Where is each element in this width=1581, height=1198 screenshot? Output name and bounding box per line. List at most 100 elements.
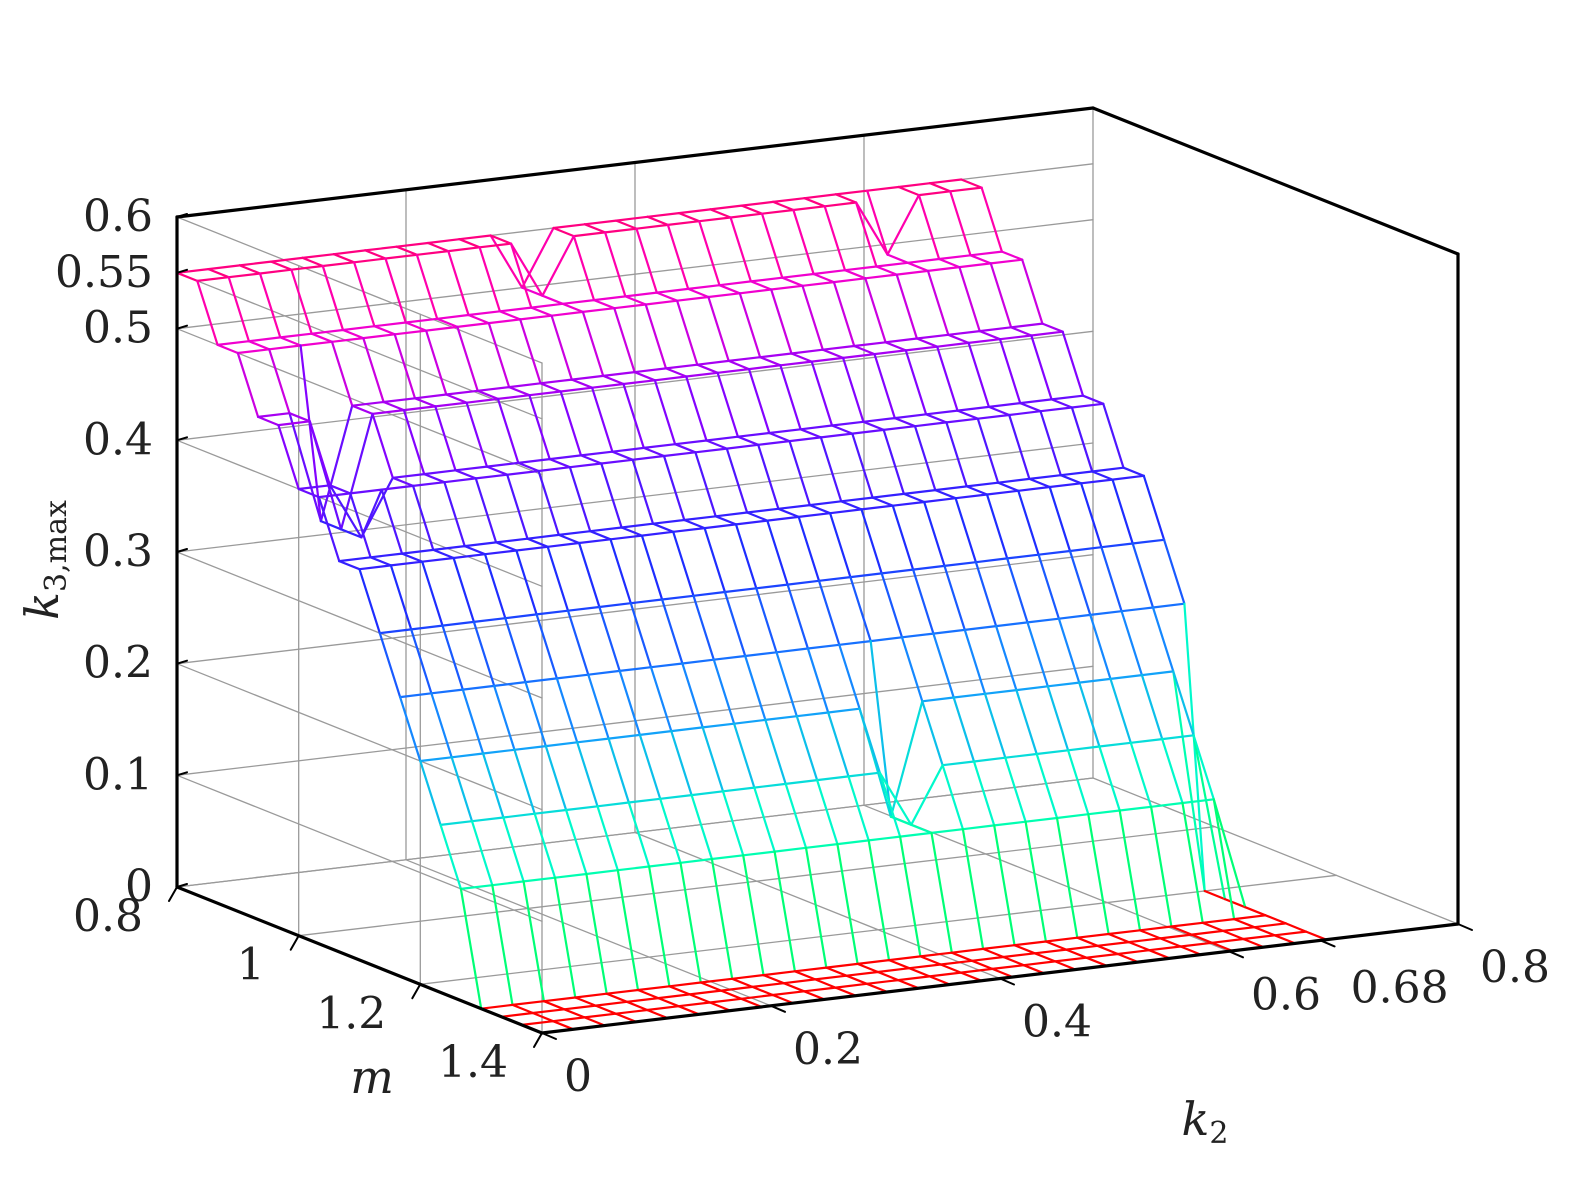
mesh-line-k2 bbox=[454, 465, 488, 472]
mesh-line-m bbox=[784, 782, 808, 849]
mesh-line-k2 bbox=[550, 310, 585, 317]
mesh-line-m bbox=[605, 992, 629, 1003]
mesh-line-k2 bbox=[911, 564, 946, 571]
mesh-line-m bbox=[1076, 936, 1099, 947]
mesh-line-k2 bbox=[419, 756, 453, 763]
mesh-line-m bbox=[1172, 670, 1195, 737]
mesh-line-m bbox=[853, 344, 876, 356]
mesh-line-k2 bbox=[786, 579, 821, 586]
mesh-line-m bbox=[640, 534, 664, 601]
mesh-line-m bbox=[764, 718, 787, 786]
mesh-line-m bbox=[413, 397, 437, 408]
mesh-line-m bbox=[779, 364, 802, 431]
mesh-line-m bbox=[642, 446, 666, 458]
mesh-line-k2 bbox=[646, 1005, 680, 1012]
mesh-line-k2 bbox=[1065, 944, 1099, 951]
mesh-line-m bbox=[994, 624, 1018, 692]
mesh-line-m bbox=[1190, 933, 1214, 944]
mesh-line-k2 bbox=[227, 272, 262, 279]
mesh-line-k2 bbox=[660, 594, 695, 601]
mesh-line-k2 bbox=[910, 764, 944, 826]
mesh-line-m bbox=[463, 544, 487, 556]
mesh-line-k2 bbox=[589, 526, 623, 533]
mesh-line-m bbox=[421, 560, 444, 627]
mesh-line-m bbox=[459, 887, 483, 1010]
mesh-line-k2 bbox=[719, 985, 754, 992]
mesh-line-m bbox=[1122, 466, 1145, 477]
mesh-line-m bbox=[1212, 798, 1236, 921]
mesh-line-m bbox=[1221, 929, 1245, 941]
mesh-line-m bbox=[489, 234, 513, 245]
mesh-line-k2 bbox=[482, 748, 516, 755]
mesh-line-k2 bbox=[548, 454, 583, 461]
mesh-line-k2 bbox=[467, 310, 501, 317]
mesh-line-k2 bbox=[542, 996, 577, 1003]
z-tick-mark bbox=[176, 659, 188, 665]
mesh-line-m bbox=[360, 488, 383, 539]
mesh-line-m bbox=[1140, 673, 1164, 741]
mesh-line-k2 bbox=[371, 409, 405, 415]
mesh-line-k2 bbox=[745, 507, 780, 514]
mesh-line-k2 bbox=[1170, 921, 1204, 928]
mesh-line-m bbox=[561, 302, 585, 313]
m-tick-label: 0.8 bbox=[73, 891, 143, 942]
mesh-line-m bbox=[887, 958, 911, 970]
mesh-line-m bbox=[738, 292, 762, 359]
mesh-line-k2 bbox=[963, 624, 998, 632]
mesh-line-k2 bbox=[332, 249, 367, 256]
mesh-line-k2 bbox=[797, 512, 832, 519]
mesh-line-m bbox=[891, 504, 915, 571]
k2-tick-label: 0.4 bbox=[1022, 997, 1092, 1048]
mesh-line-k2 bbox=[537, 466, 572, 473]
mesh-line-k2 bbox=[520, 1020, 555, 1027]
mesh-line-k2 bbox=[301, 253, 335, 259]
mesh-line-m bbox=[819, 436, 843, 503]
mesh-line-m bbox=[592, 299, 616, 310]
mesh-line-m bbox=[679, 861, 702, 984]
mesh-line-m bbox=[1015, 688, 1038, 756]
mesh-line-k2 bbox=[887, 955, 922, 962]
mesh-line-m bbox=[1129, 741, 1153, 808]
mesh-line-k2 bbox=[801, 281, 836, 287]
mesh-line-m bbox=[709, 208, 732, 219]
mesh-line-m bbox=[965, 485, 989, 496]
mesh-line-m bbox=[854, 201, 878, 268]
mesh-line-k2 bbox=[487, 318, 522, 325]
mesh-line-m bbox=[589, 530, 612, 541]
mesh-line-k2 bbox=[349, 488, 383, 495]
mesh-line-m bbox=[1161, 737, 1184, 805]
mesh-line-k2 bbox=[236, 348, 271, 355]
k2-tick-label: 0.8 bbox=[1480, 942, 1550, 993]
mesh-line-k2 bbox=[945, 417, 979, 424]
mesh-line-m bbox=[884, 341, 907, 352]
mesh-line-k2 bbox=[1059, 470, 1094, 477]
mesh-line-k2 bbox=[1149, 801, 1184, 808]
mesh-line-m bbox=[719, 989, 743, 1000]
mesh-line-m bbox=[1030, 334, 1053, 401]
mesh-line-m bbox=[1118, 809, 1142, 932]
mesh-line-m bbox=[646, 1008, 669, 1020]
mesh-line-m bbox=[653, 379, 677, 446]
mesh-line-k2 bbox=[731, 973, 765, 980]
mesh-line-m bbox=[1070, 406, 1094, 473]
mesh-line-m bbox=[958, 266, 981, 333]
mesh-line-k2 bbox=[738, 288, 773, 295]
mesh-line-k2 bbox=[642, 443, 677, 449]
mesh-line-k2 bbox=[976, 413, 1011, 420]
mesh-line-m bbox=[770, 288, 793, 355]
mesh-line-k2 bbox=[959, 967, 994, 974]
mesh-line-m bbox=[1024, 820, 1048, 943]
z-tick-mark bbox=[176, 324, 188, 330]
mesh-line-m bbox=[1000, 250, 1024, 261]
mesh-line-m bbox=[740, 204, 764, 215]
mesh-line-k2 bbox=[561, 299, 596, 305]
mesh-line-k2 bbox=[1033, 948, 1068, 955]
mesh-line-m bbox=[803, 197, 826, 208]
mesh-line-k2 bbox=[753, 782, 787, 789]
mesh-line-m bbox=[1081, 394, 1105, 405]
mesh-line-m bbox=[270, 260, 293, 271]
mesh-line-k2 bbox=[441, 620, 475, 627]
mesh-line-k2 bbox=[782, 978, 817, 985]
mesh-line-k2 bbox=[614, 1008, 649, 1015]
mesh-line-m bbox=[790, 352, 813, 363]
